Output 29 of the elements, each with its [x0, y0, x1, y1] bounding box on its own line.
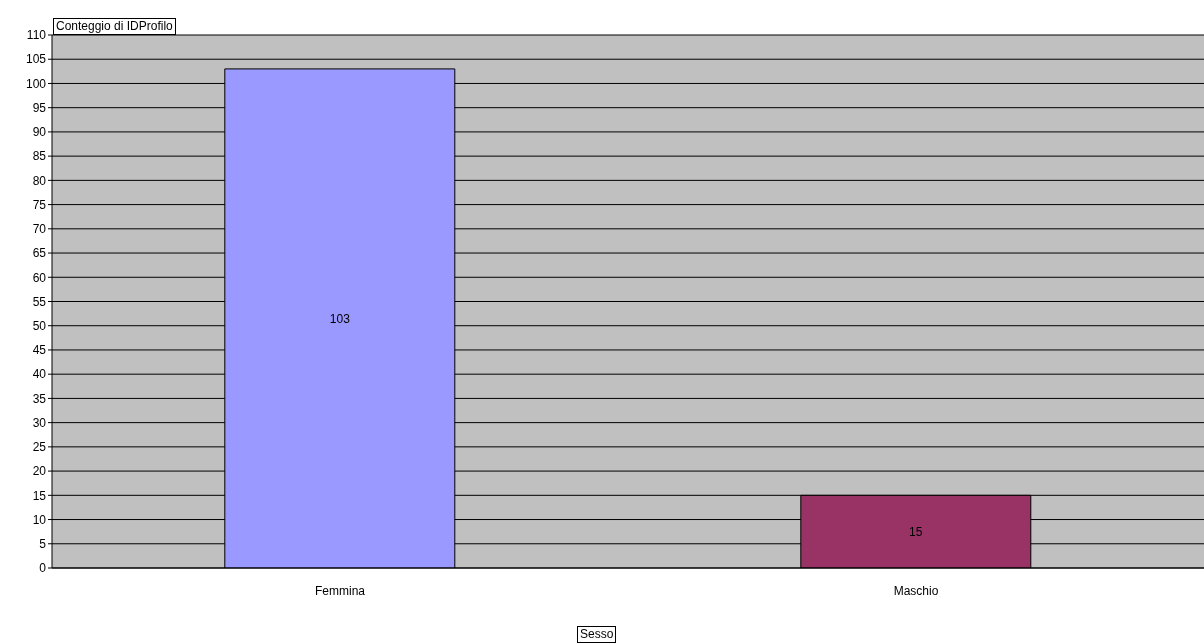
- data-label: 103: [329, 311, 351, 326]
- y-tick-label: 20: [32, 464, 47, 479]
- y-tick-label: 40: [32, 367, 47, 382]
- y-tick-label: 75: [32, 197, 47, 212]
- chart-title: Conteggio di IDProfilo: [53, 18, 176, 35]
- y-tick-label: 35: [32, 391, 47, 406]
- y-tick-label: 50: [32, 318, 47, 333]
- data-label: 15: [909, 524, 923, 539]
- y-tick-label: 30: [32, 415, 47, 430]
- y-tick-label: 95: [32, 100, 47, 115]
- y-tick-label: 70: [32, 222, 47, 237]
- y-tick-label: 15: [32, 488, 47, 503]
- y-tick-label: 5: [39, 537, 47, 552]
- y-tick-label: 105: [25, 52, 47, 67]
- y-tick-label: 65: [32, 246, 47, 261]
- x-axis-title: Sesso: [577, 626, 617, 643]
- y-tick-label: 25: [32, 440, 47, 455]
- y-tick-label: 90: [32, 125, 47, 140]
- y-tick-label: 0: [39, 561, 47, 576]
- y-tick-label: 85: [32, 149, 47, 164]
- y-tick-label: 45: [32, 343, 47, 358]
- y-tick-label: 10: [32, 512, 47, 527]
- y-tick-label: 55: [32, 294, 47, 309]
- y-tick-label: 60: [32, 270, 47, 285]
- y-tick-label: 100: [25, 76, 47, 91]
- x-tick-label: Femmina: [314, 583, 366, 598]
- x-tick-label: Maschio: [893, 583, 939, 598]
- y-tick-label: 80: [32, 173, 47, 188]
- y-tick-label: 110: [26, 28, 47, 43]
